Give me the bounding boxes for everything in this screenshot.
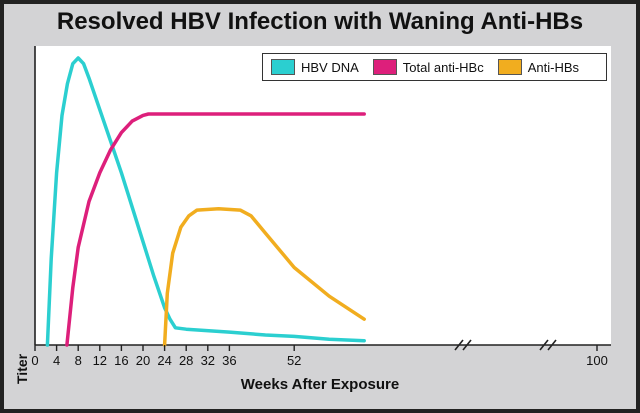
x-axis-label: Weeks After Exposure <box>240 376 400 393</box>
x-tick-label: 28 <box>179 353 193 368</box>
legend-label-hbv-dna: HBV DNA <box>301 59 359 75</box>
x-tick-label: 8 <box>75 353 82 368</box>
legend-item-total-anti-hbc: Total anti-HBc <box>372 59 484 75</box>
x-tick-label: 32 <box>201 353 215 368</box>
x-tick-label: 0 <box>31 353 38 368</box>
chart-title: Resolved HBV Infection with Waning Anti-… <box>56 8 584 35</box>
legend-label-total-anti-hbc: Total anti-HBc <box>402 59 484 75</box>
legend-item-anti-hbs: Anti-HBs <box>497 59 580 75</box>
axis-break-mark <box>462 339 472 351</box>
axis-break-mark <box>547 339 557 351</box>
x-tick-label: 12 <box>93 353 107 368</box>
x-tick-label: 52 <box>287 353 301 368</box>
series-line-total-anti-hbc <box>65 112 366 347</box>
x-tick-label: 100 <box>586 353 608 368</box>
legend-swatch-hbv-dna <box>271 59 295 75</box>
series-line-anti-hbs <box>162 206 366 347</box>
chart-legend: HBV DNA Total anti-HBc Anti-HBs <box>262 53 607 81</box>
plot-background <box>35 46 611 345</box>
x-tick-label: 20 <box>136 353 150 368</box>
axis-break-mark <box>454 339 464 351</box>
x-tick-label: 36 <box>222 353 236 368</box>
x-tick-label: 24 <box>157 353 171 368</box>
y-axis-label: Titer <box>14 353 30 384</box>
legend-label-anti-hbs: Anti-HBs <box>527 59 580 75</box>
legend-swatch-anti-hbs <box>497 59 522 75</box>
legend-item-hbv-dna: HBV DNA <box>271 59 359 75</box>
x-tick-label: 4 <box>53 353 60 368</box>
series-line-hbv-dna <box>45 56 366 347</box>
x-tick-label: 16 <box>114 353 128 368</box>
legend-swatch-total-anti-hbc <box>372 59 397 75</box>
axis-break-mark <box>539 339 549 351</box>
